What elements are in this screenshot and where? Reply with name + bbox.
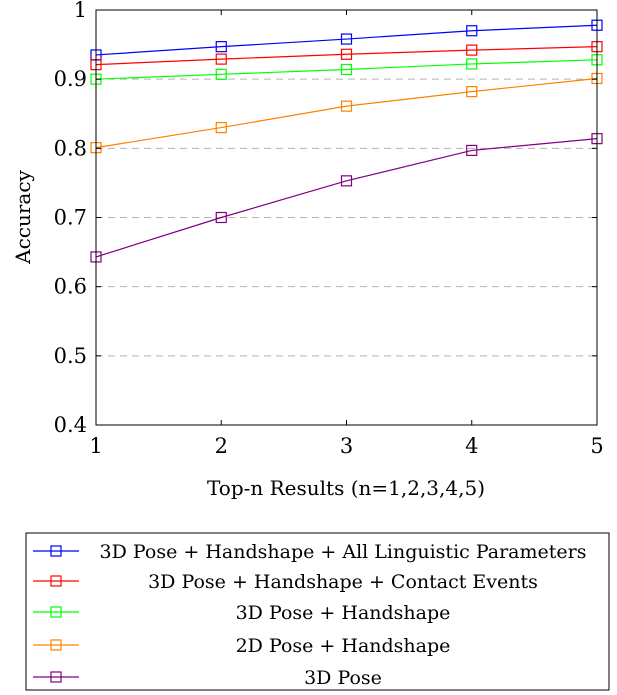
series-line — [95, 24, 598, 56]
data-point — [466, 25, 478, 37]
legend-label: 3D Pose — [304, 667, 382, 689]
grid-lines — [96, 78, 597, 357]
axis-ticks: 0.4 0.5 0.6 0.7 0.8 0.9 1 1 2 3 4 5 — [54, 0, 604, 458]
series-line — [95, 138, 598, 258]
x-axis-label: Top-n Results (n=1,2,3,4,5) — [207, 476, 485, 500]
x-tick-label: 1 — [89, 434, 102, 458]
y-tick-label: 0.8 — [54, 136, 87, 160]
data-point — [340, 33, 353, 45]
data-point — [466, 44, 478, 56]
legend: 3D Pose + Handshape + All Linguistic Par… — [33, 541, 586, 689]
y-tick-label: 0.6 — [54, 275, 87, 299]
series-line — [95, 59, 598, 80]
y-tick-label: 0.4 — [54, 413, 87, 437]
legend-marker — [50, 639, 62, 651]
data-point — [215, 211, 227, 224]
y-tick-label: 0.5 — [54, 344, 87, 368]
y-tick-label: 0.9 — [54, 67, 87, 91]
data-point — [466, 86, 478, 98]
legend-box — [25, 532, 610, 691]
x-tick-label: 5 — [590, 434, 603, 458]
legend-label: 3D Pose + Handshape + All Linguistic Par… — [100, 541, 587, 563]
data-point — [340, 100, 353, 112]
y-tick-label: 1 — [74, 0, 87, 22]
x-tick-label: 3 — [340, 434, 353, 458]
legend-marker — [50, 575, 62, 587]
legend-label: 3D Pose + Handshape + Contact Events — [148, 571, 538, 593]
y-axis-label: Accuracy — [11, 169, 35, 264]
data-point — [340, 48, 353, 60]
legend-label: 3D Pose + Handshape — [236, 602, 451, 624]
x-tick-label: 4 — [465, 434, 478, 458]
data-point — [215, 41, 227, 53]
series-lines — [90, 19, 603, 263]
data-point — [340, 175, 353, 187]
data-point — [340, 63, 353, 76]
data-point — [466, 58, 478, 70]
legend-marker — [50, 671, 62, 683]
data-point — [466, 144, 478, 157]
series-line — [95, 46, 598, 66]
y-tick-label: 0.7 — [54, 206, 87, 230]
legend-label: 2D Pose + Handshape — [236, 635, 451, 657]
data-point — [215, 53, 227, 65]
legend-marker — [50, 606, 62, 618]
legend-marker — [50, 545, 62, 557]
data-point — [215, 121, 227, 134]
x-tick-label: 2 — [215, 434, 228, 458]
data-point — [215, 68, 227, 80]
series-line — [95, 77, 598, 149]
